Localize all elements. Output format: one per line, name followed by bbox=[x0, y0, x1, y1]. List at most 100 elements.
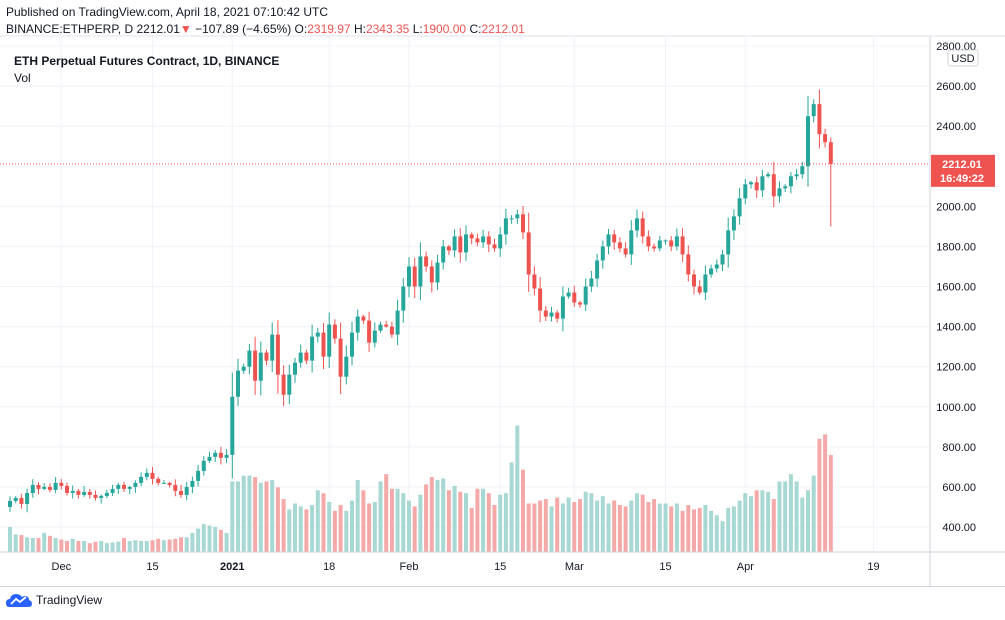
candle-body[interactable] bbox=[714, 264, 719, 269]
candle-body[interactable] bbox=[241, 366, 246, 371]
candle-body[interactable] bbox=[281, 374, 286, 395]
candle-body[interactable] bbox=[726, 230, 731, 255]
candle-body[interactable] bbox=[429, 266, 434, 283]
candle-body[interactable] bbox=[817, 104, 822, 135]
candle-body[interactable] bbox=[116, 484, 121, 489]
candle-body[interactable] bbox=[532, 274, 537, 289]
candle-body[interactable] bbox=[811, 104, 816, 117]
candle-body[interactable] bbox=[743, 184, 748, 199]
candle-body[interactable] bbox=[395, 310, 400, 335]
candle-body[interactable] bbox=[133, 482, 138, 487]
candle-body[interactable] bbox=[287, 374, 292, 395]
candle-body[interactable] bbox=[566, 292, 571, 297]
candle-body[interactable] bbox=[674, 236, 679, 247]
candle-body[interactable] bbox=[788, 176, 793, 187]
candle-body[interactable] bbox=[218, 452, 223, 458]
candle-body[interactable] bbox=[737, 198, 742, 217]
candle-body[interactable] bbox=[401, 286, 406, 311]
candle-body[interactable] bbox=[179, 490, 183, 495]
candle-body[interactable] bbox=[361, 316, 366, 321]
candle-body[interactable] bbox=[418, 256, 423, 287]
candle-body[interactable] bbox=[230, 396, 235, 455]
candle-body[interactable] bbox=[509, 218, 514, 220]
candle-body[interactable] bbox=[378, 324, 383, 331]
candle-body[interactable] bbox=[823, 134, 828, 143]
candle-body[interactable] bbox=[304, 352, 309, 361]
candle-body[interactable] bbox=[686, 254, 691, 275]
candle-body[interactable] bbox=[806, 116, 810, 167]
candle-body[interactable] bbox=[578, 302, 582, 305]
candle-body[interactable] bbox=[247, 350, 252, 367]
candle-body[interactable] bbox=[150, 472, 155, 479]
candle-body[interactable] bbox=[515, 214, 520, 219]
candle-body[interactable] bbox=[258, 352, 263, 381]
candle-body[interactable] bbox=[65, 485, 69, 493]
candle-body[interactable] bbox=[13, 497, 18, 501]
candle-body[interactable] bbox=[606, 234, 611, 247]
candle-body[interactable] bbox=[384, 324, 389, 327]
candle-body[interactable] bbox=[600, 246, 605, 261]
candle-body[interactable] bbox=[36, 484, 41, 489]
legend-title[interactable]: ETH Perpetual Futures Contract, 1D, BINA… bbox=[14, 54, 279, 68]
candle-body[interactable] bbox=[47, 486, 52, 490]
candle-body[interactable] bbox=[612, 234, 617, 243]
candle-body[interactable] bbox=[372, 330, 377, 343]
candle-body[interactable] bbox=[201, 460, 206, 471]
candle-body[interactable] bbox=[367, 320, 372, 343]
candle-body[interactable] bbox=[543, 310, 548, 317]
candle-body[interactable] bbox=[754, 182, 759, 191]
candle-body[interactable] bbox=[503, 218, 508, 235]
candle-body[interactable] bbox=[680, 236, 685, 255]
candle-body[interactable] bbox=[635, 218, 639, 231]
candle-body[interactable] bbox=[173, 484, 178, 491]
candle-body[interactable] bbox=[441, 246, 446, 263]
candle-body[interactable] bbox=[652, 246, 657, 249]
candle-body[interactable] bbox=[469, 234, 474, 239]
candle-body[interactable] bbox=[82, 491, 87, 495]
candle-body[interactable] bbox=[446, 246, 451, 251]
candle-body[interactable] bbox=[213, 452, 218, 457]
candle-body[interactable] bbox=[777, 188, 782, 197]
candle-body[interactable] bbox=[560, 296, 565, 319]
candle-body[interactable] bbox=[293, 362, 297, 375]
candle-body[interactable] bbox=[310, 336, 315, 361]
candle-body[interactable] bbox=[196, 470, 201, 481]
candle-body[interactable] bbox=[692, 274, 696, 287]
candle-body[interactable] bbox=[538, 288, 543, 311]
candle-body[interactable] bbox=[8, 500, 12, 507]
candle-body[interactable] bbox=[87, 491, 92, 495]
candle-body[interactable] bbox=[731, 216, 736, 231]
tradingview-logo[interactable]: TradingView bbox=[6, 592, 102, 608]
candle-body[interactable] bbox=[110, 488, 115, 493]
candle-body[interactable] bbox=[30, 484, 35, 493]
candle-body[interactable] bbox=[207, 456, 212, 461]
candle-body[interactable] bbox=[572, 292, 577, 303]
candle-body[interactable] bbox=[275, 334, 280, 375]
candle-body[interactable] bbox=[156, 478, 161, 483]
candle-body[interactable] bbox=[555, 312, 560, 319]
candle-body[interactable] bbox=[315, 332, 320, 337]
candle-body[interactable] bbox=[270, 334, 275, 361]
candle-body[interactable] bbox=[521, 214, 525, 233]
candle-body[interactable] bbox=[350, 332, 354, 357]
candle-body[interactable] bbox=[355, 316, 360, 333]
candle-body[interactable] bbox=[184, 486, 189, 495]
currency-badge[interactable]: USD bbox=[947, 49, 979, 67]
candle-body[interactable] bbox=[458, 236, 463, 253]
candle-body[interactable] bbox=[264, 352, 269, 361]
candle-body[interactable] bbox=[76, 490, 81, 495]
symbol-label[interactable]: BINANCE:ETHPERP, D bbox=[6, 22, 134, 36]
candle-body[interactable] bbox=[167, 482, 172, 485]
candle-body[interactable] bbox=[623, 248, 628, 255]
candle-body[interactable] bbox=[99, 495, 104, 498]
candle-body[interactable] bbox=[486, 236, 491, 245]
candle-body[interactable] bbox=[344, 356, 349, 377]
candle-body[interactable] bbox=[703, 274, 708, 293]
candle-body[interactable] bbox=[794, 174, 799, 177]
candle-body[interactable] bbox=[640, 218, 645, 237]
candle-body[interactable] bbox=[526, 232, 531, 275]
candle-body[interactable] bbox=[42, 486, 47, 489]
candle-body[interactable] bbox=[338, 338, 343, 377]
candle-body[interactable] bbox=[224, 454, 229, 458]
candle-body[interactable] bbox=[549, 312, 554, 317]
